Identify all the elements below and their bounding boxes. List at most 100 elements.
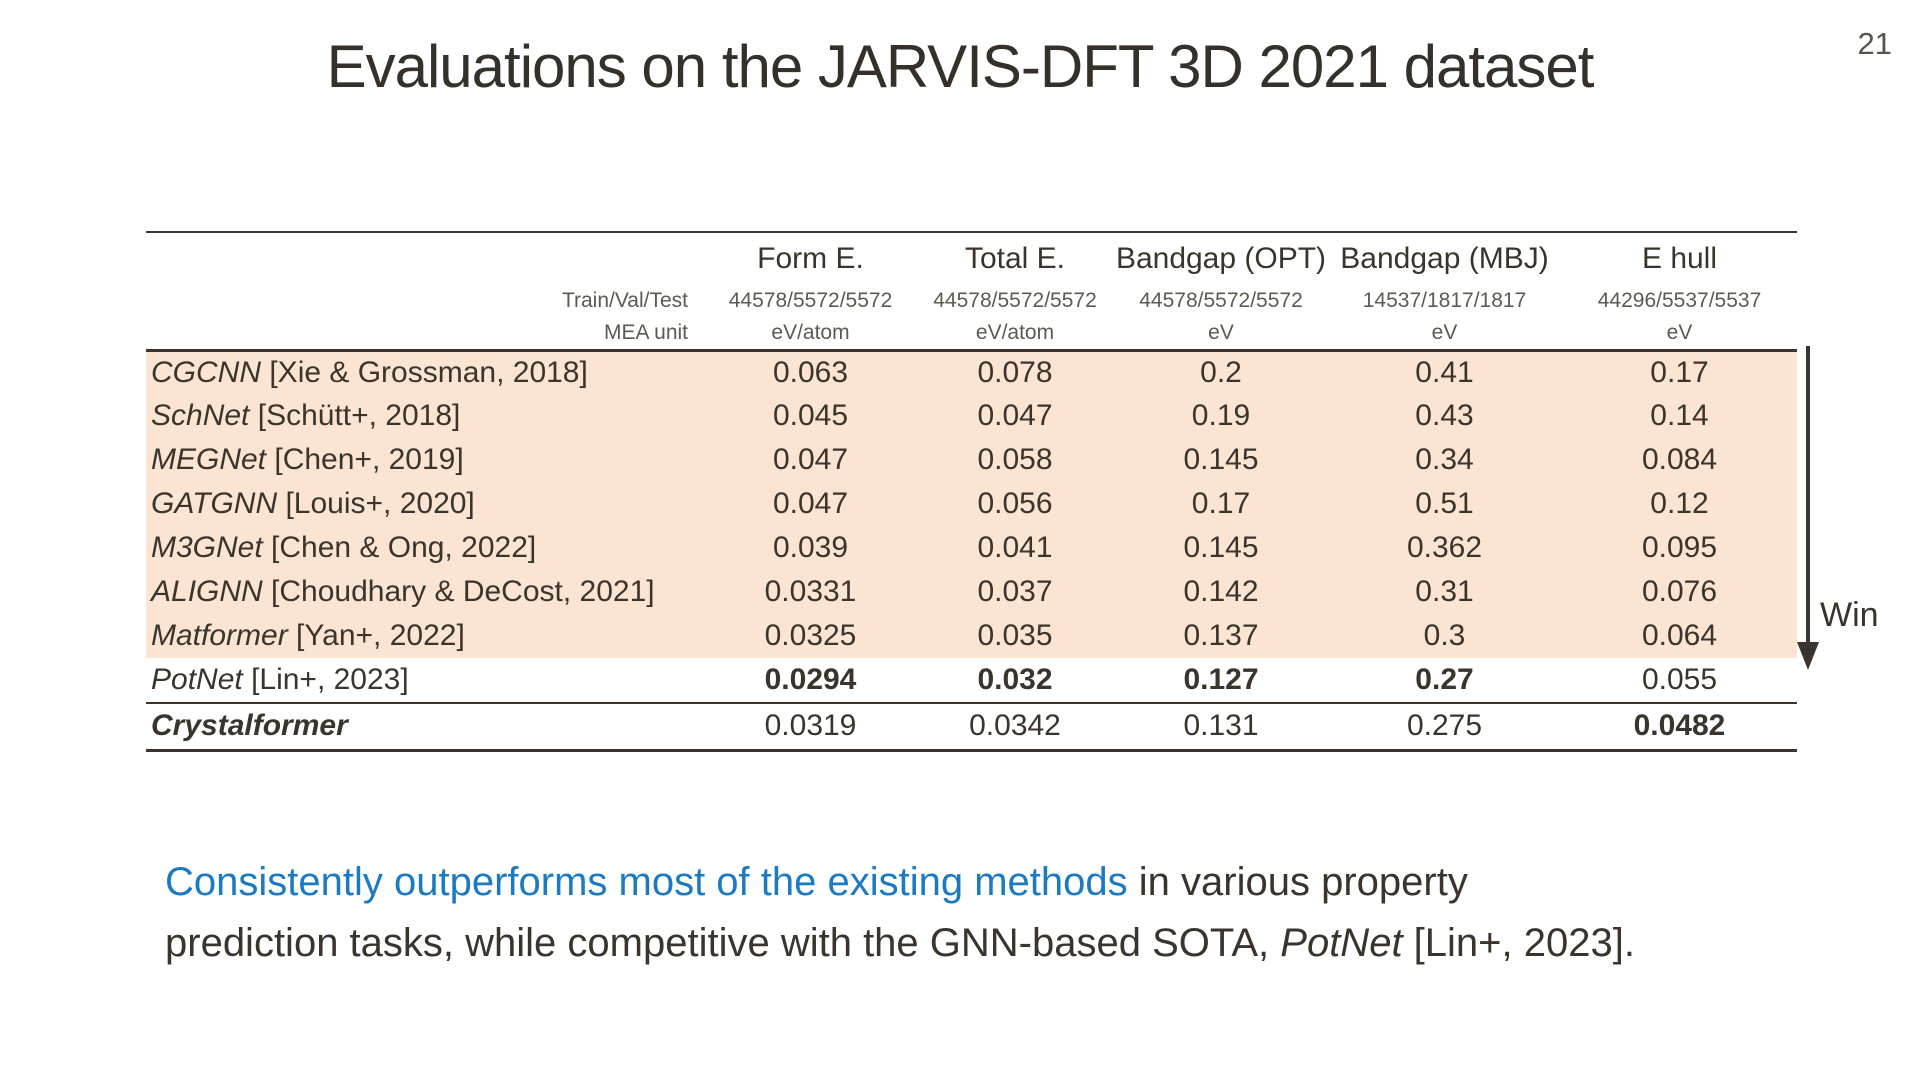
table-row-cgcnn: CGCNN [Xie & Grossman, 2018] 0.063 0.078… (146, 350, 1797, 394)
metric-value: 0.362 (1327, 526, 1562, 570)
table-row-m3gnet: M3GNet [Chen & Ong, 2022] 0.039 0.041 0.… (146, 526, 1797, 570)
down-arrow-icon (1797, 346, 1819, 670)
metric-value: 0.041 (915, 526, 1115, 570)
train-val-test-label: Train/Val/Test (561, 288, 688, 312)
metric-value: 0.12 (1562, 482, 1797, 526)
split-count: 44578/5572/5572 (933, 288, 1097, 312)
metric-value: 0.047 (915, 394, 1115, 438)
table-header-row: Form E. Total E. Bandgap (OPT) Bandgap (… (146, 232, 1797, 284)
method-name: M3GNet (151, 531, 263, 564)
method-citation: [Lin+, 2023] (251, 663, 409, 696)
metric-value: 0.2 (1115, 350, 1327, 394)
method-name: ALIGNN (151, 575, 263, 608)
column-header-form-e: Form E. (757, 241, 864, 275)
train-val-test-row: Train/Val/Test 44578/5572/5572 44578/557… (146, 284, 1797, 317)
unit: eV (1562, 317, 1797, 352)
metric-value: 0.41 (1327, 350, 1562, 394)
method-cell: M3GNet [Chen & Ong, 2022] (146, 526, 706, 570)
unit: eV/atom (706, 317, 915, 352)
method-name: Matformer (151, 619, 288, 652)
method-citation: [Xie & Grossman, 2018] (269, 355, 588, 389)
summary-highlight: Consistently outperforms most of the exi… (165, 860, 1128, 904)
summary-line2-end: [Lin+, 2023]. (1402, 921, 1635, 965)
method-name: Crystalformer (151, 709, 348, 743)
method-citation: [Schütt+, 2018] (257, 399, 461, 432)
metric-value: 0.037 (915, 570, 1115, 614)
method-column-header (146, 232, 706, 284)
method-citation: [Yan+, 2022] (296, 619, 465, 652)
column-header-total-e: Total E. (964, 241, 1066, 275)
method-name: CGCNN (151, 355, 261, 389)
split-count: 44296/5537/5537 (1597, 288, 1762, 312)
method-name: SchNet (151, 399, 250, 432)
method-citation: [Chen+, 2019] (274, 443, 464, 476)
metric-value: 0.0482 (1633, 709, 1726, 743)
metric-value: 0.27 (1327, 658, 1562, 704)
method-name: GATGNN (151, 487, 278, 520)
table-row-schnet: SchNet [Schütt+, 2018] 0.045 0.047 0.19 … (146, 394, 1797, 438)
table-row-gatgnn: GATGNN [Louis+, 2020] 0.047 0.056 0.17 0… (146, 482, 1797, 526)
method-citation: [Choudhary & DeCost, 2021] (271, 575, 655, 608)
column-header-bandgap-opt: Bandgap (OPT) (1115, 241, 1327, 275)
metric-value: 0.131 (1183, 709, 1259, 743)
split-count: 14537/1817/1817 (1362, 288, 1527, 312)
method-name: PotNet (151, 663, 243, 696)
metric-value: 0.137 (1115, 614, 1327, 658)
metric-value: 0.17 (1562, 350, 1797, 394)
metric-value: 0.032 (915, 658, 1115, 704)
metric-value: 0.076 (1562, 570, 1797, 614)
metric-value: 0.43 (1327, 394, 1562, 438)
method-citation: [Louis+, 2020] (285, 487, 475, 520)
metric-value: 0.14 (1562, 394, 1797, 438)
method-cell: CGCNN [Xie & Grossman, 2018] (146, 350, 706, 394)
method-cell: MEGNet [Chen+, 2019] (146, 438, 706, 482)
metric-value: 0.078 (915, 350, 1115, 394)
method-cell: Matformer [Yan+, 2022] (146, 614, 706, 658)
split-count: 44578/5572/5572 (1139, 288, 1303, 312)
win-direction-annotation: Win (1792, 344, 1920, 674)
metric-value: 0.084 (1562, 438, 1797, 482)
metric-value: 0.145 (1115, 526, 1327, 570)
method-cell: SchNet [Schütt+, 2018] (146, 394, 706, 438)
metric-value: 0.047 (706, 438, 915, 482)
metric-value: 0.0294 (706, 658, 915, 704)
metric-value: 0.058 (915, 438, 1115, 482)
metric-value: 0.3 (1327, 614, 1562, 658)
metric-value: 0.045 (706, 394, 915, 438)
metric-value: 0.0319 (764, 709, 857, 743)
metric-value: 0.34 (1327, 438, 1562, 482)
split-count: 44578/5572/5572 (728, 288, 893, 312)
metric-value: 0.063 (706, 350, 915, 394)
metric-value: 0.145 (1115, 438, 1327, 482)
summary-potnet: PotNet (1280, 921, 1403, 965)
metric-value: 0.19 (1115, 394, 1327, 438)
summary-line2-start: prediction tasks, while competitive with… (165, 921, 1281, 965)
metric-value: 0.055 (1562, 658, 1797, 704)
method-cell: ALIGNN [Choudhary & DeCost, 2021] (146, 570, 706, 614)
table-row-alignn: ALIGNN [Choudhary & DeCost, 2021] 0.0331… (146, 570, 1797, 614)
metric-value: 0.064 (1562, 614, 1797, 658)
metric-value: 0.035 (915, 614, 1115, 658)
results-table: Form E. Total E. Bandgap (OPT) Bandgap (… (146, 231, 1797, 752)
metric-value: 0.0342 (969, 709, 1061, 743)
summary-text: Consistently outperforms most of the exi… (165, 852, 1765, 974)
metric-value: 0.0331 (706, 570, 915, 614)
metric-value: 0.0325 (706, 614, 915, 658)
win-label: Win (1820, 596, 1879, 634)
metric-value: 0.275 (1406, 709, 1483, 743)
slide-title: Evaluations on the JARVIS-DFT 3D 2021 da… (326, 33, 1595, 100)
metric-value: 0.142 (1115, 570, 1327, 614)
metric-value: 0.047 (706, 482, 915, 526)
results-table-container: Form E. Total E. Bandgap (OPT) Bandgap (… (146, 231, 1797, 752)
metric-value: 0.095 (1562, 526, 1797, 570)
method-cell: Crystalformer (146, 703, 706, 750)
unit: eV/atom (915, 317, 1115, 352)
mea-unit-row: MEA unit eV/atom eV/atom eV eV eV (146, 317, 1797, 352)
metric-value: 0.056 (915, 482, 1115, 526)
method-name: MEGNet (151, 443, 267, 476)
summary-line1-rest: in various property (1127, 860, 1468, 904)
table-row-potnet: PotNet [Lin+, 2023] 0.0294 0.032 0.127 0… (146, 658, 1797, 704)
metric-value: 0.039 (706, 526, 915, 570)
method-cell: GATGNN [Louis+, 2020] (146, 482, 706, 526)
